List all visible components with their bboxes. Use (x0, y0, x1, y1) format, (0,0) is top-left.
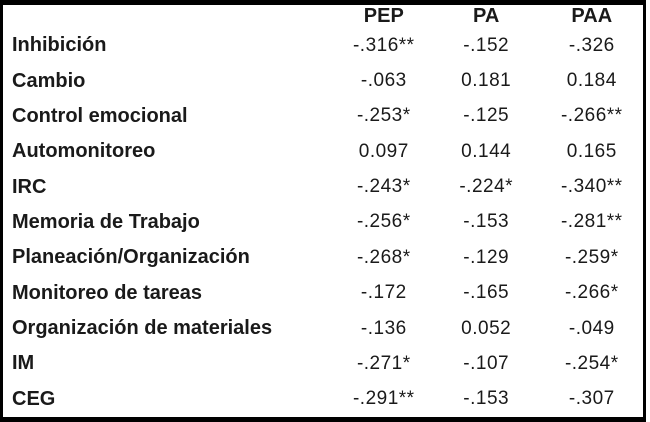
cell-value: -.125 (463, 105, 510, 127)
cell-value: -.172 (360, 282, 407, 304)
cell-value: -.256* (356, 211, 411, 233)
cell-value: -.291** (352, 388, 415, 410)
row-label: CEG (12, 387, 56, 410)
column-header-pep: PEP (363, 5, 404, 27)
cell-value: -.107 (463, 352, 510, 374)
table-row: Cambio -.063 0.181 0.184 (3, 63, 643, 98)
table-row: Memoria de Trabajo -.256* -.153 -.281** (3, 205, 643, 240)
table-row: Monitoreo de tareas -.172 -.165 -.266* (3, 276, 643, 311)
cell-value: -.136 (360, 317, 407, 339)
cell-value: -.268* (356, 246, 411, 268)
correlation-table: PEP PA PAA Inhibición -.316** -.152 -.326 Ca… (3, 5, 643, 417)
cell-value: -.254* (564, 352, 619, 374)
table-row: Inhibición -.316** -.152 -.326 (3, 28, 643, 63)
cell-value: -.224* (459, 176, 514, 198)
row-label: Planeación/Organización (12, 246, 250, 269)
table-body: Inhibición -.316** -.152 -.326 Cambio -.063 0.… (3, 28, 643, 417)
cell-value: -.316** (352, 34, 415, 56)
cell-value: 0.165 (566, 140, 617, 162)
row-label: IM (12, 352, 35, 375)
cell-value: -.326 (568, 34, 615, 56)
column-header-paa: PAA (571, 5, 613, 27)
table-row: Control emocional -.253* -.125 -.266** (3, 99, 643, 134)
cell-value: -.259* (564, 246, 619, 268)
table-row: IRC -.243* -.224* -.340** (3, 169, 643, 204)
table-row: Automonitoreo 0.097 0.144 0.165 (3, 134, 643, 169)
row-label: Inhibición (12, 34, 107, 57)
cell-value: -.266** (560, 105, 623, 127)
cell-value: -.340** (560, 176, 623, 198)
corner-cell (3, 5, 336, 28)
cell-value: 0.052 (461, 317, 512, 339)
cell-value: -.049 (568, 317, 615, 339)
table-row: CEG -.291** -.153 -.307 (3, 382, 643, 417)
cell-value: -.153 (463, 211, 510, 233)
table-row: Organización de materiales -.136 0.052 -.04… (3, 311, 643, 346)
cell-value: -.266* (564, 282, 619, 304)
column-header-pa: PA (473, 5, 500, 27)
cell-value: 0.144 (461, 140, 512, 162)
row-label: IRC (12, 175, 47, 198)
cell-value: 0.097 (358, 140, 409, 162)
cell-value: -.063 (360, 70, 407, 92)
cell-value: -.153 (463, 388, 510, 410)
cell-value: -.243* (356, 176, 411, 198)
cell-value: -.253* (356, 105, 411, 127)
cell-value: -.129 (463, 246, 510, 268)
row-label: Monitoreo de tareas (12, 281, 203, 304)
table-row: IM -.271* -.107 -.254* (3, 346, 643, 381)
cell-value: -.152 (463, 34, 510, 56)
row-label: Control emocional (12, 104, 188, 127)
table-row: Planeación/Organización -.268* -.129 -.259* (3, 240, 643, 275)
cell-value: 0.184 (566, 70, 617, 92)
cell-value: -.281** (560, 211, 623, 233)
row-label: Cambio (12, 69, 86, 92)
header-row: PEP PA PAA (3, 5, 643, 28)
row-label: Automonitoreo (12, 140, 156, 163)
cell-value: -.271* (356, 352, 411, 374)
cell-value: -.307 (568, 388, 615, 410)
cell-value: -.165 (463, 282, 510, 304)
cell-value: 0.181 (461, 70, 512, 92)
row-label: Organización de materiales (12, 317, 273, 340)
row-label: Memoria de Trabajo (12, 210, 200, 233)
